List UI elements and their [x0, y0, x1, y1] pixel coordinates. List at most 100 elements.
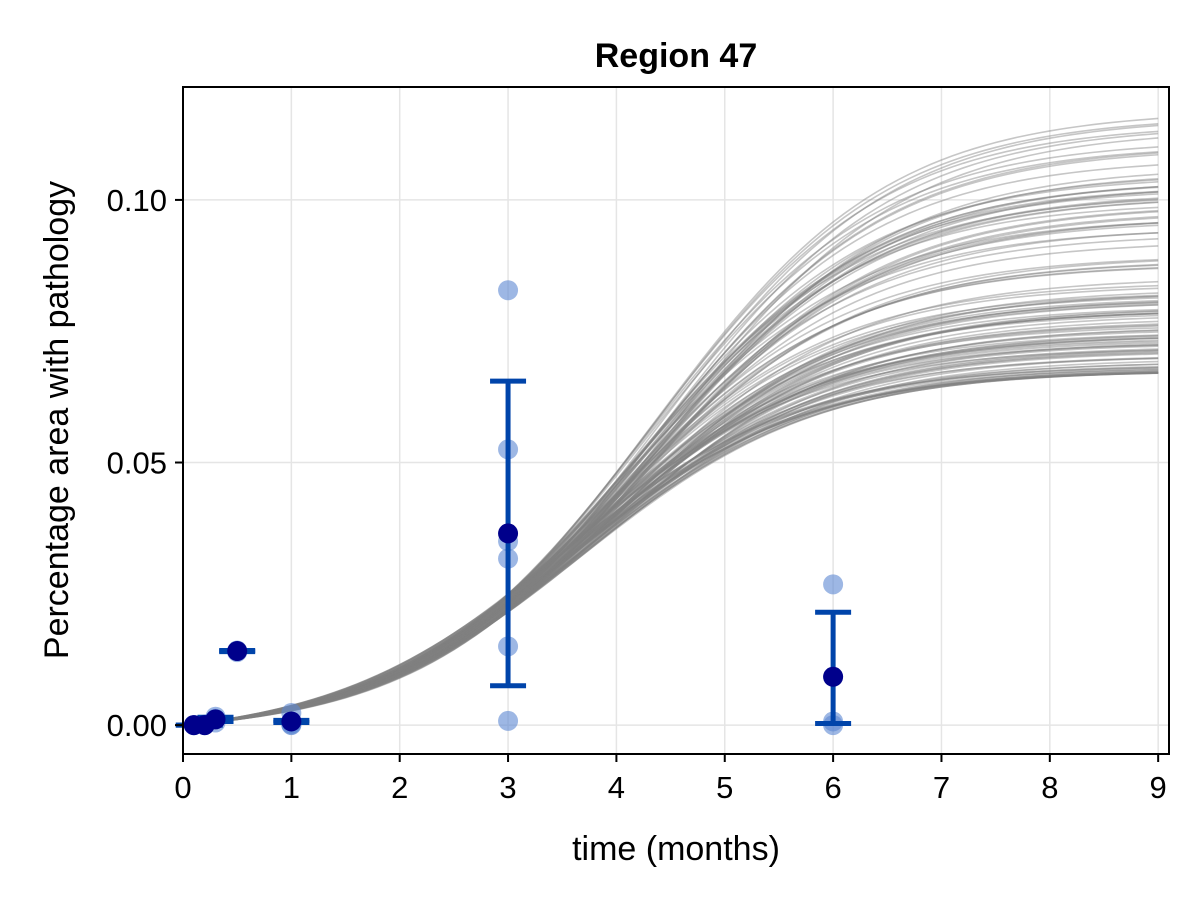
model-curve [182, 372, 1159, 726]
model-curve [182, 299, 1159, 726]
model-curve [182, 209, 1159, 726]
x-tick-label: 5 [716, 770, 733, 805]
x-axis-ticks: 0 1 2 3 4 5 6 7 8 9 [174, 754, 1167, 805]
model-curve [182, 117, 1159, 726]
model-curve [182, 185, 1159, 726]
y-tick-label: 0.10 [107, 183, 167, 218]
x-axis-label: time (months) [572, 830, 780, 868]
observation-point [823, 574, 844, 595]
model-curve [182, 173, 1159, 726]
mean-markers [183, 523, 844, 736]
model-curve [182, 197, 1159, 726]
model-curve [182, 294, 1159, 726]
mean-point [498, 523, 519, 544]
model-curve [182, 343, 1159, 726]
model-curve [182, 317, 1159, 726]
model-curve [182, 320, 1159, 726]
y-tick-label: 0.05 [107, 446, 167, 481]
model-curve [182, 348, 1159, 726]
model-curve [182, 353, 1159, 726]
model-curve [182, 215, 1159, 726]
x-tick-label: 4 [608, 770, 625, 805]
model-curve [182, 260, 1159, 726]
model-curve [182, 191, 1159, 726]
model-curve [182, 185, 1159, 726]
model-curve [182, 221, 1159, 726]
model-curve [182, 314, 1159, 726]
plot-frame [182, 86, 1170, 755]
model-curve [182, 199, 1159, 726]
model-curve [182, 146, 1159, 726]
model-curve [182, 344, 1159, 726]
model-curves [182, 117, 1159, 726]
model-curve [182, 371, 1159, 726]
model-curve [182, 287, 1159, 726]
y-axis-label: Percentage area with pathology [38, 181, 76, 659]
model-curve [182, 151, 1159, 726]
model-curve [182, 369, 1159, 726]
model-curve [182, 210, 1159, 726]
x-tick-label: 1 [283, 770, 300, 805]
model-curve [182, 357, 1159, 726]
model-curve [182, 360, 1159, 726]
model-curve [182, 238, 1159, 726]
model-curve [182, 301, 1159, 726]
model-curve [182, 206, 1159, 726]
model-curve [182, 132, 1159, 726]
model-curve [182, 137, 1159, 726]
model-curve [182, 312, 1159, 726]
model-curve [182, 323, 1159, 726]
mean-point [205, 709, 226, 730]
model-curve [182, 368, 1159, 726]
model-curve [182, 123, 1159, 726]
model-curve [182, 186, 1159, 726]
model-curve [182, 334, 1159, 726]
mean-point [227, 641, 248, 662]
model-curve [182, 312, 1159, 726]
model-curve [182, 372, 1159, 726]
model-curve [182, 191, 1159, 726]
x-tick-label: 9 [1150, 770, 1167, 805]
model-curve [182, 349, 1159, 726]
model-curve [182, 370, 1159, 726]
model-curve [182, 198, 1159, 726]
model-curve [182, 292, 1159, 726]
model-curve [182, 130, 1159, 726]
model-curve [182, 350, 1159, 726]
model-curve [182, 372, 1159, 726]
model-curve [182, 258, 1159, 726]
model-curve [182, 363, 1159, 726]
model-curve [182, 349, 1159, 726]
model-curve [182, 193, 1159, 726]
model-curve [182, 356, 1159, 726]
model-curve [182, 222, 1159, 726]
model-curve [182, 179, 1159, 726]
model-curve [182, 304, 1159, 726]
model-curve [182, 231, 1159, 726]
model-curve [182, 201, 1159, 726]
x-tick-label: 8 [1041, 770, 1058, 805]
x-tick-label: 6 [824, 770, 841, 805]
model-curve [182, 337, 1159, 726]
model-curve [182, 295, 1159, 726]
model-curve [182, 284, 1159, 726]
model-curve [182, 152, 1159, 726]
x-tick-label: 7 [933, 770, 950, 805]
model-curve [182, 352, 1159, 726]
model-curve [182, 224, 1159, 726]
model-curve [182, 365, 1159, 726]
model-curve [182, 372, 1159, 726]
model-curve [182, 329, 1159, 726]
model-curve [182, 342, 1159, 726]
y-tick-label: 0.00 [107, 708, 167, 743]
model-curve [182, 295, 1159, 726]
model-curve [182, 266, 1159, 726]
observation-point [498, 280, 519, 301]
model-curve [182, 335, 1159, 726]
mean-point [281, 711, 302, 732]
x-tick-label: 0 [174, 770, 191, 805]
model-curve [182, 329, 1159, 726]
model-curve [182, 164, 1159, 726]
model-curve [182, 231, 1159, 726]
